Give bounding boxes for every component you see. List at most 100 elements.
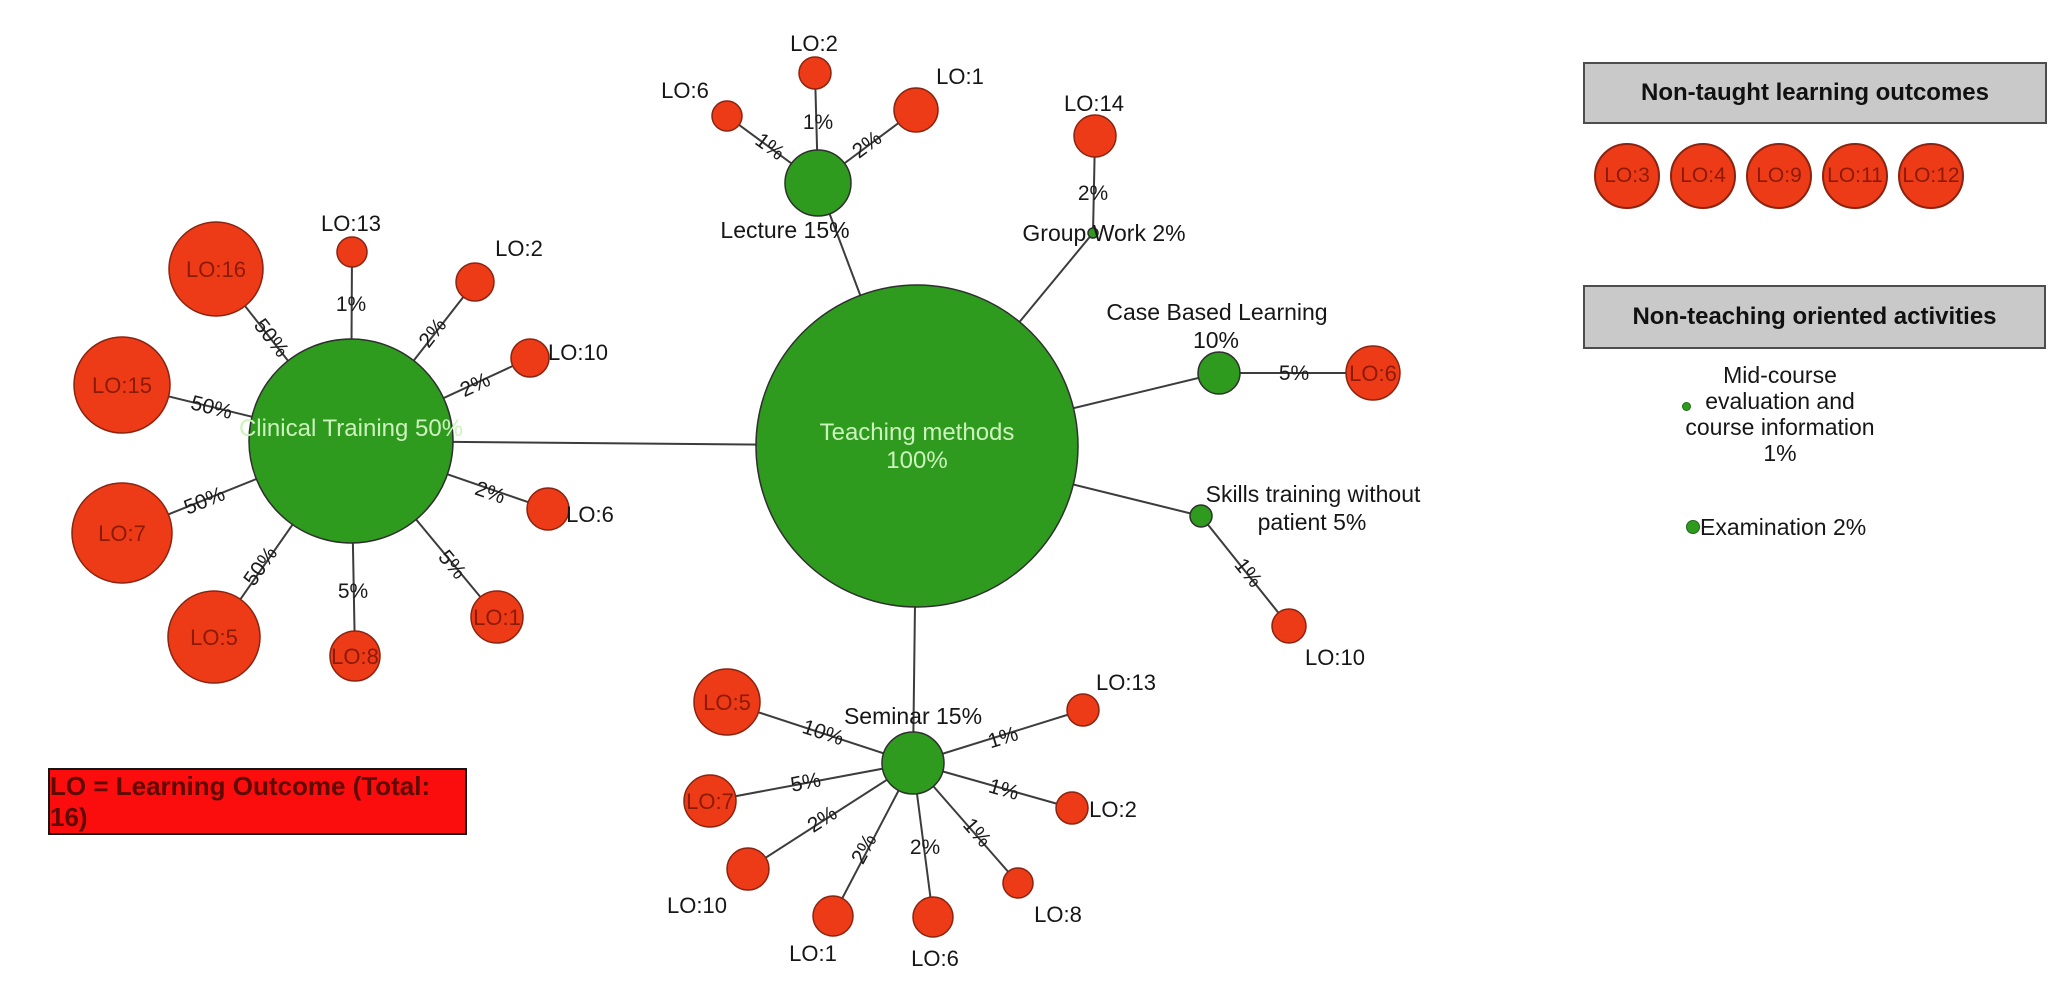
outcome-node-c6 xyxy=(526,487,570,531)
legend-outcome-circle-lo-4: LO:4 xyxy=(1670,143,1736,209)
node-label: Skills training without xyxy=(1206,481,1421,507)
edge-percentage-label: 10% xyxy=(799,715,846,750)
outcome-node-se13 xyxy=(1066,693,1100,727)
edge-percentage-label: 2% xyxy=(847,830,882,868)
edge-percentage-label: 1% xyxy=(751,129,789,165)
node-label: LO:14 xyxy=(1064,91,1124,116)
node-label: LO:6 xyxy=(566,502,614,527)
node-label: LO:10 xyxy=(1305,645,1365,670)
node-label: LO:2 xyxy=(790,31,838,56)
node-label: Seminar 15% xyxy=(844,703,982,729)
outcome-node-c16 xyxy=(168,221,264,317)
outcome-node-se10 xyxy=(726,847,770,891)
outcome-node-l6 xyxy=(711,100,743,132)
node-label: LO:6 xyxy=(1349,361,1397,386)
outcome-node-c2 xyxy=(455,262,495,302)
lo-abbreviation-note-text: LO = Learning Outcome (Total: 16) xyxy=(50,770,431,832)
edge-percentage-label: 5% xyxy=(1279,362,1309,385)
edge-percentage-label: 1% xyxy=(336,293,366,316)
legend-outcome-circle-lo-9: LO:9 xyxy=(1746,143,1812,209)
outcome-node-se5 xyxy=(693,668,761,736)
node-label: LO:1 xyxy=(473,605,521,630)
node-label: Teaching methods xyxy=(820,419,1015,446)
node-label: Clinical Training 50% xyxy=(239,415,463,442)
node-label: LO:1 xyxy=(936,64,984,89)
method-node-seminar xyxy=(881,731,945,795)
node-label: LO:5 xyxy=(703,690,751,715)
node-label: 10% xyxy=(1193,327,1239,353)
outcome-node-se6 xyxy=(912,896,954,938)
node-label: LO:7 xyxy=(686,789,734,814)
legend-outcome-circle-lo-3: LO:3 xyxy=(1594,143,1660,209)
outcome-node-se1 xyxy=(812,895,854,937)
edge-percentage-label: 1% xyxy=(986,775,1022,805)
midcourse-label: Mid-course evaluation and course informa… xyxy=(1685,362,1875,466)
edge-percentage-label: 1% xyxy=(958,814,995,852)
edge-percentage-label: 5% xyxy=(338,580,368,603)
node-label: LO:8 xyxy=(331,644,379,669)
node-label: LO:15 xyxy=(92,373,152,398)
edge-percentage-label: 2% xyxy=(1078,182,1108,205)
node-label: LO:2 xyxy=(495,236,543,261)
node-label: LO:10 xyxy=(548,340,608,365)
node-label: LO:13 xyxy=(321,211,381,236)
non-taught-outcomes-title: Non-taught learning outcomes xyxy=(1641,79,1989,106)
examination-label: Examination 2% xyxy=(1700,514,1867,540)
method-node-skills xyxy=(1189,504,1213,528)
node-label: LO:13 xyxy=(1096,670,1156,695)
method-node-teaching xyxy=(755,284,1079,608)
edge-percentage-label: 1% xyxy=(985,722,1021,753)
lo-abbreviation-note-box: LO = Learning Outcome (Total: 16) xyxy=(48,768,467,835)
node-label: LO:16 xyxy=(186,257,246,282)
edge-percentage-label: 5% xyxy=(789,768,823,796)
edge-seminar-se7 xyxy=(709,762,914,802)
node-label: LO:8 xyxy=(1034,902,1082,927)
node-label: LO:2 xyxy=(1089,797,1137,822)
outcome-node-se7 xyxy=(683,774,737,828)
edge-percentage-label: 2% xyxy=(472,477,508,509)
outcome-node-c10 xyxy=(510,338,550,378)
legend-outcome-circle-lo-11: LO:11 xyxy=(1822,143,1888,209)
outcome-node-c13 xyxy=(336,236,368,268)
non-taught-outcomes-legend-box: Non-taught learning outcomes xyxy=(1583,62,2047,124)
outcome-node-c15 xyxy=(73,336,171,434)
legend-outcome-circle-lo-12: LO:12 xyxy=(1898,143,1964,209)
outcome-node-se8 xyxy=(1002,867,1034,899)
outcome-node-l2 xyxy=(798,56,832,90)
method-node-clinical xyxy=(248,338,454,544)
edge-percentage-label: 2% xyxy=(803,802,841,838)
outcome-node-se2 xyxy=(1055,791,1089,825)
outcome-node-s10 xyxy=(1271,608,1307,644)
edge-percentage-label: 2% xyxy=(457,368,494,402)
outcome-node-g14 xyxy=(1073,114,1117,158)
node-label: 100% xyxy=(886,447,947,474)
node-label: patient 5% xyxy=(1258,509,1367,535)
node-label: Case Based Learning xyxy=(1106,299,1327,325)
outcome-node-l1 xyxy=(893,87,939,133)
method-node-lecture xyxy=(784,149,852,217)
node-label: LO:1 xyxy=(789,941,837,966)
non-teaching-activities-title: Non-teaching oriented activities xyxy=(1632,303,1997,330)
node-label: LO:6 xyxy=(911,946,959,971)
outcome-node-c5 xyxy=(167,590,261,684)
edge-percentage-label: 1% xyxy=(803,111,833,134)
node-label: Group Work 2% xyxy=(1022,220,1185,246)
edge-percentage-label: 50% xyxy=(188,391,234,423)
outcome-node-c1 xyxy=(470,590,524,644)
edge-skills-s10 xyxy=(1200,515,1290,627)
outcome-node-c7 xyxy=(71,482,173,584)
edge-seminar-se10 xyxy=(747,762,914,870)
edge-percentage-label: 50% xyxy=(181,482,229,519)
node-label: LO:5 xyxy=(190,625,238,650)
outcome-node-cb6 xyxy=(1345,345,1401,401)
edge-percentage-label: 2% xyxy=(910,836,940,859)
edge-percentage-label: 50% xyxy=(249,314,293,361)
midcourse-dot-marker xyxy=(1682,402,1691,411)
method-node-cbl xyxy=(1197,351,1241,395)
edge-percentage-label: 2% xyxy=(848,126,886,163)
method-node-groupwork xyxy=(1087,227,1099,239)
outcome-node-c8 xyxy=(329,630,381,682)
node-label: LO:6 xyxy=(661,78,709,103)
